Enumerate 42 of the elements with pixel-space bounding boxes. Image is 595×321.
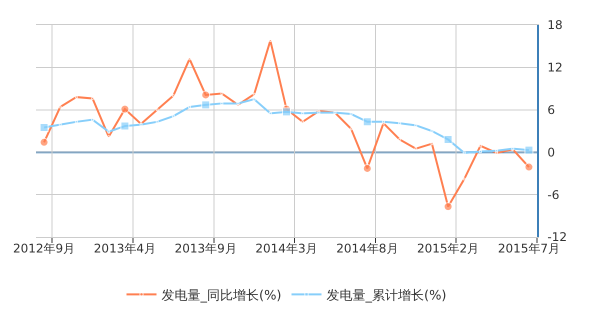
point xyxy=(74,96,78,99)
y-tick-label: 18 xyxy=(547,18,563,32)
point xyxy=(172,114,175,118)
point xyxy=(252,92,256,96)
y-tick-label: 12 xyxy=(547,60,563,75)
point xyxy=(107,130,110,134)
point xyxy=(156,120,159,124)
y-tick-label: 0 xyxy=(547,145,556,160)
x-tick-label: 2012年9月 xyxy=(12,241,76,256)
y-tick-label: 6 xyxy=(547,103,556,117)
x-tick-label: 2014年8月 xyxy=(336,241,398,256)
x-tick-label: 2015年2月 xyxy=(417,241,480,256)
x-tick-label: 2013年4月 xyxy=(94,241,156,256)
point xyxy=(220,92,224,96)
x-tick-label: 2014年3月 xyxy=(255,241,318,256)
point xyxy=(478,150,482,153)
point xyxy=(478,144,482,148)
point xyxy=(350,127,353,130)
point xyxy=(301,120,304,124)
point xyxy=(74,120,78,124)
legend-label: 发电量_同比增长(%) xyxy=(162,288,282,304)
point xyxy=(58,123,62,126)
point xyxy=(398,122,402,125)
point xyxy=(414,147,418,150)
point xyxy=(172,94,175,98)
point xyxy=(301,112,304,115)
point xyxy=(91,96,94,100)
point xyxy=(252,98,256,101)
point xyxy=(398,138,402,141)
point xyxy=(268,112,272,115)
point xyxy=(350,112,353,116)
point xyxy=(58,105,62,108)
point xyxy=(430,142,434,146)
point xyxy=(156,108,159,112)
point xyxy=(414,124,418,127)
point xyxy=(462,178,466,181)
point xyxy=(91,118,94,122)
legend-label: 发电量_累计增长(%) xyxy=(326,288,446,304)
y-tick-label: -6 xyxy=(547,188,560,202)
point xyxy=(462,151,466,154)
point xyxy=(430,130,434,132)
x-tick-label: 2013年9月 xyxy=(174,241,237,256)
